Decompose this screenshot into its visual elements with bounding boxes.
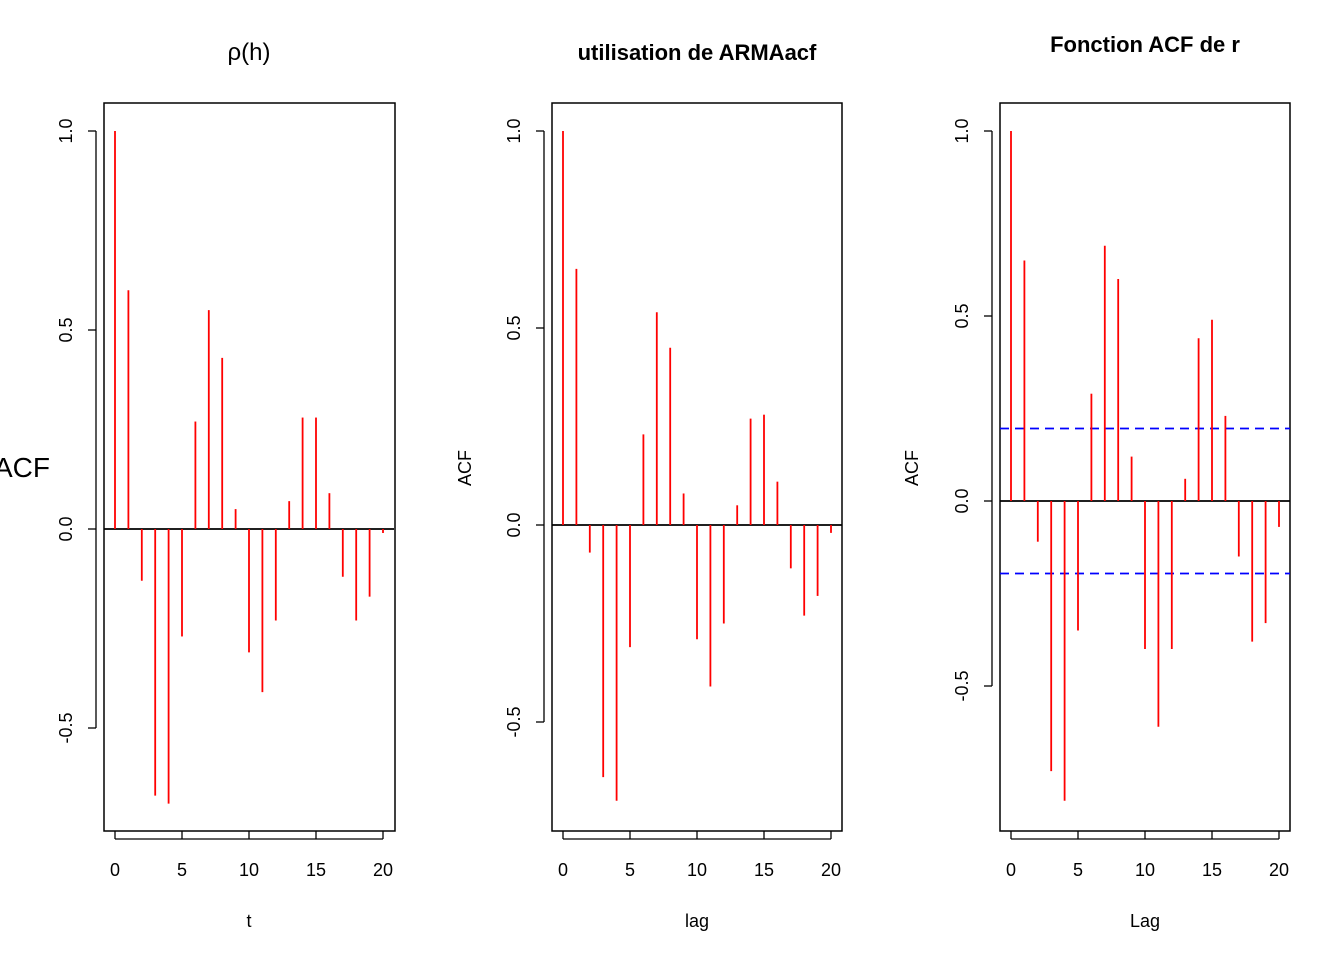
- y-tick-label: 0.0: [56, 516, 76, 541]
- x-tick-label: 5: [177, 860, 187, 880]
- x-tick-label: 15: [1202, 860, 1222, 880]
- plot-frame: [999, 102, 1291, 832]
- x-tick-label: 10: [239, 860, 259, 880]
- x-tick-label: 20: [373, 860, 393, 880]
- x-axis-label: lag: [685, 911, 709, 931]
- x-tick-label: 5: [1073, 860, 1083, 880]
- x-tick-label: 0: [1006, 860, 1016, 880]
- chart-marks: 0 5 10 15 20 -0.5 0.0 0.5 1.0: [952, 118, 1290, 880]
- panel-acf-r: Fonction ACF de r Lag ACF 0 5 10 15 20 -0.5 0.…: [902, 32, 1291, 931]
- panel-armaacf: utilisation de ARMAacf lag ACF 0 5 10 15 20 -…: [455, 40, 843, 931]
- x-axis-label: t: [246, 911, 251, 931]
- plot-frame: [103, 102, 396, 832]
- x-tick-label: 0: [558, 860, 568, 880]
- y-tick-label: 1.0: [504, 118, 524, 143]
- y-tick-label: 0.0: [952, 488, 972, 513]
- y-axis-label: ACF: [455, 450, 475, 486]
- y-tick-label: 0.5: [952, 303, 972, 328]
- chart-title: utilisation de ARMAacf: [578, 40, 817, 65]
- x-tick-label: 10: [687, 860, 707, 880]
- x-tick-label: 20: [821, 860, 841, 880]
- y-tick-label: 0.0: [504, 512, 524, 537]
- x-tick-label: 10: [1135, 860, 1155, 880]
- chart-marks: 0 5 10 15 20 -0.5 0.0 0.5 1.0: [56, 118, 394, 880]
- plot-frame: [551, 102, 843, 832]
- chart-title: Fonction ACF de r: [1050, 32, 1240, 57]
- panel-rho: ρ(h) t ACF 0 5 10 15 20 -0.5 0.0 0.5 1.0: [0, 39, 396, 931]
- y-tick-label: -0.5: [504, 706, 524, 737]
- x-tick-label: 15: [306, 860, 326, 880]
- x-tick-label: 0: [110, 860, 120, 880]
- y-tick-label: 0.5: [56, 317, 76, 342]
- y-axis-label: ACF: [902, 450, 922, 486]
- chart-marks: 0 5 10 15 20 -0.5 0.0 0.5 1.0: [504, 118, 842, 880]
- x-axis-label: Lag: [1130, 911, 1160, 931]
- chart-title: ρ(h): [228, 39, 271, 66]
- y-axis-label: ACF: [0, 452, 50, 483]
- y-tick-label: -0.5: [952, 670, 972, 701]
- y-tick-label: 1.0: [952, 118, 972, 143]
- y-tick-label: -0.5: [56, 712, 76, 743]
- y-tick-label: 1.0: [56, 118, 76, 143]
- x-tick-label: 15: [754, 860, 774, 880]
- x-tick-label: 5: [625, 860, 635, 880]
- y-tick-label: 0.5: [504, 315, 524, 340]
- x-tick-label: 20: [1269, 860, 1289, 880]
